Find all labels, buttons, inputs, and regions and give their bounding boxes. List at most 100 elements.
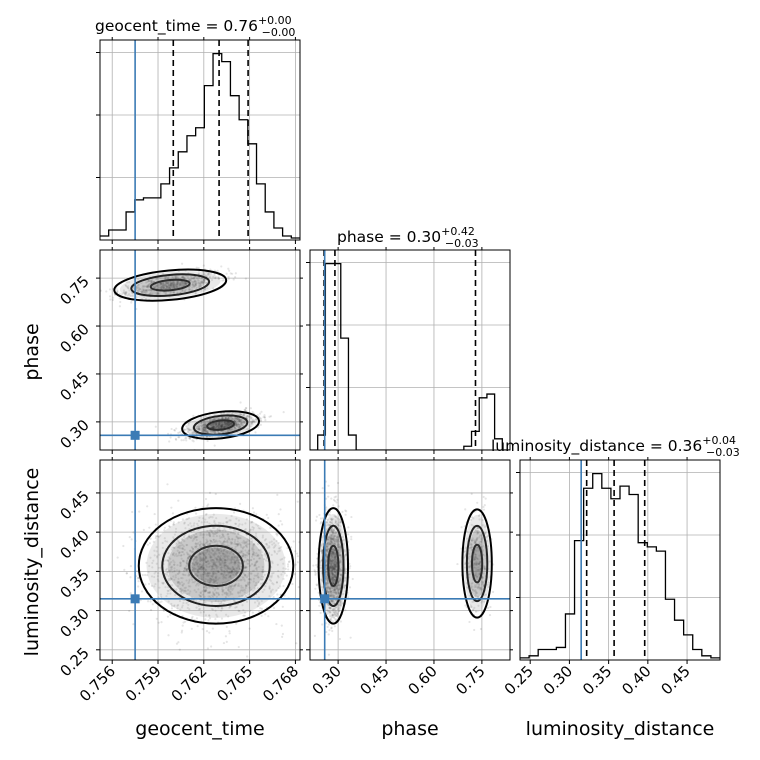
sample-point bbox=[190, 525, 193, 528]
sample-point bbox=[203, 423, 206, 426]
sample-point bbox=[181, 538, 184, 541]
sample-point bbox=[217, 422, 220, 425]
sample-point bbox=[262, 575, 265, 579]
sample-point bbox=[230, 541, 233, 544]
sample-point bbox=[189, 522, 192, 525]
sample-point bbox=[165, 285, 168, 288]
sample-point bbox=[257, 426, 260, 429]
sample-point bbox=[186, 562, 189, 566]
sample-point bbox=[222, 426, 225, 429]
sample-point bbox=[212, 578, 215, 581]
sample-point bbox=[192, 285, 195, 288]
sample-point bbox=[243, 421, 246, 424]
sample-point bbox=[277, 541, 280, 545]
sample-point bbox=[166, 281, 169, 284]
sample-point bbox=[214, 539, 218, 542]
sample-point bbox=[157, 580, 160, 583]
sample-point bbox=[227, 576, 231, 579]
sample-point bbox=[201, 628, 204, 631]
sample-point bbox=[212, 571, 215, 574]
sample-point bbox=[226, 424, 229, 427]
sample-point bbox=[204, 552, 207, 555]
sample-point bbox=[232, 417, 235, 420]
sample-point bbox=[187, 429, 190, 432]
sample-point bbox=[166, 282, 169, 285]
sample-point bbox=[193, 283, 196, 286]
sample-point bbox=[275, 539, 278, 543]
sample-point bbox=[206, 529, 209, 533]
sample-point bbox=[215, 517, 218, 520]
sample-point bbox=[249, 577, 252, 581]
sample-point bbox=[203, 542, 206, 545]
sample-point bbox=[171, 553, 175, 556]
sample-point bbox=[222, 562, 225, 565]
sample-point bbox=[201, 573, 204, 576]
density-shade bbox=[186, 412, 256, 438]
sample-point bbox=[210, 607, 213, 611]
sample-point bbox=[264, 419, 267, 422]
sample-point bbox=[190, 286, 194, 289]
sample-point bbox=[219, 566, 222, 570]
sample-point bbox=[175, 642, 179, 645]
sample-point bbox=[197, 567, 201, 570]
sample-point bbox=[145, 285, 148, 288]
sample-point bbox=[183, 569, 186, 572]
sample-point bbox=[226, 551, 229, 555]
sample-point bbox=[191, 615, 194, 618]
sample-point bbox=[234, 427, 237, 430]
sample-point bbox=[148, 526, 151, 529]
sample-point bbox=[221, 426, 224, 429]
sample-point bbox=[226, 565, 230, 568]
sample-point bbox=[240, 549, 243, 552]
sample-point bbox=[237, 418, 240, 421]
sample-point bbox=[221, 590, 224, 593]
sample-point bbox=[196, 522, 199, 525]
sample-point bbox=[169, 576, 172, 580]
sample-point bbox=[207, 595, 210, 598]
sample-point bbox=[263, 588, 266, 591]
sample-point bbox=[168, 578, 171, 582]
sample-point bbox=[225, 580, 228, 584]
sample-point bbox=[201, 533, 204, 536]
sample-point bbox=[226, 421, 229, 425]
sample-point bbox=[173, 286, 176, 289]
sample-point bbox=[202, 599, 206, 603]
sample-point bbox=[252, 526, 255, 530]
sample-point bbox=[169, 285, 173, 288]
sample-point bbox=[219, 421, 222, 424]
sample-point bbox=[239, 421, 243, 424]
sample-point bbox=[231, 272, 234, 275]
sample-point bbox=[214, 424, 218, 427]
sample-point bbox=[235, 622, 238, 625]
sample-point bbox=[244, 566, 247, 569]
sample-point bbox=[260, 410, 263, 413]
sample-point bbox=[202, 553, 206, 556]
sample-point bbox=[159, 534, 162, 537]
sample-point bbox=[207, 562, 210, 566]
sample-point bbox=[210, 430, 213, 433]
sample-point bbox=[230, 571, 233, 574]
sample-point bbox=[225, 423, 228, 426]
panel-frame bbox=[99, 39, 301, 241]
sample-point bbox=[253, 601, 257, 604]
sample-point bbox=[178, 544, 181, 548]
sample-point bbox=[327, 653, 331, 656]
sample-point bbox=[155, 556, 159, 559]
sample-point bbox=[105, 290, 108, 293]
sample-point bbox=[197, 428, 201, 431]
sample-point bbox=[204, 548, 207, 551]
sample-point bbox=[211, 558, 215, 562]
sample-point bbox=[179, 280, 182, 283]
sample-point bbox=[198, 545, 201, 548]
sample-point bbox=[200, 280, 204, 283]
sample-point bbox=[197, 562, 200, 565]
sample-point bbox=[193, 555, 196, 558]
sample-point bbox=[268, 578, 271, 581]
sample-point bbox=[162, 284, 165, 287]
sample-point bbox=[208, 562, 211, 565]
sample-point bbox=[231, 573, 234, 576]
sample-point bbox=[139, 288, 142, 291]
sample-point bbox=[219, 558, 222, 561]
sample-point bbox=[252, 577, 256, 580]
sample-point bbox=[248, 427, 251, 431]
